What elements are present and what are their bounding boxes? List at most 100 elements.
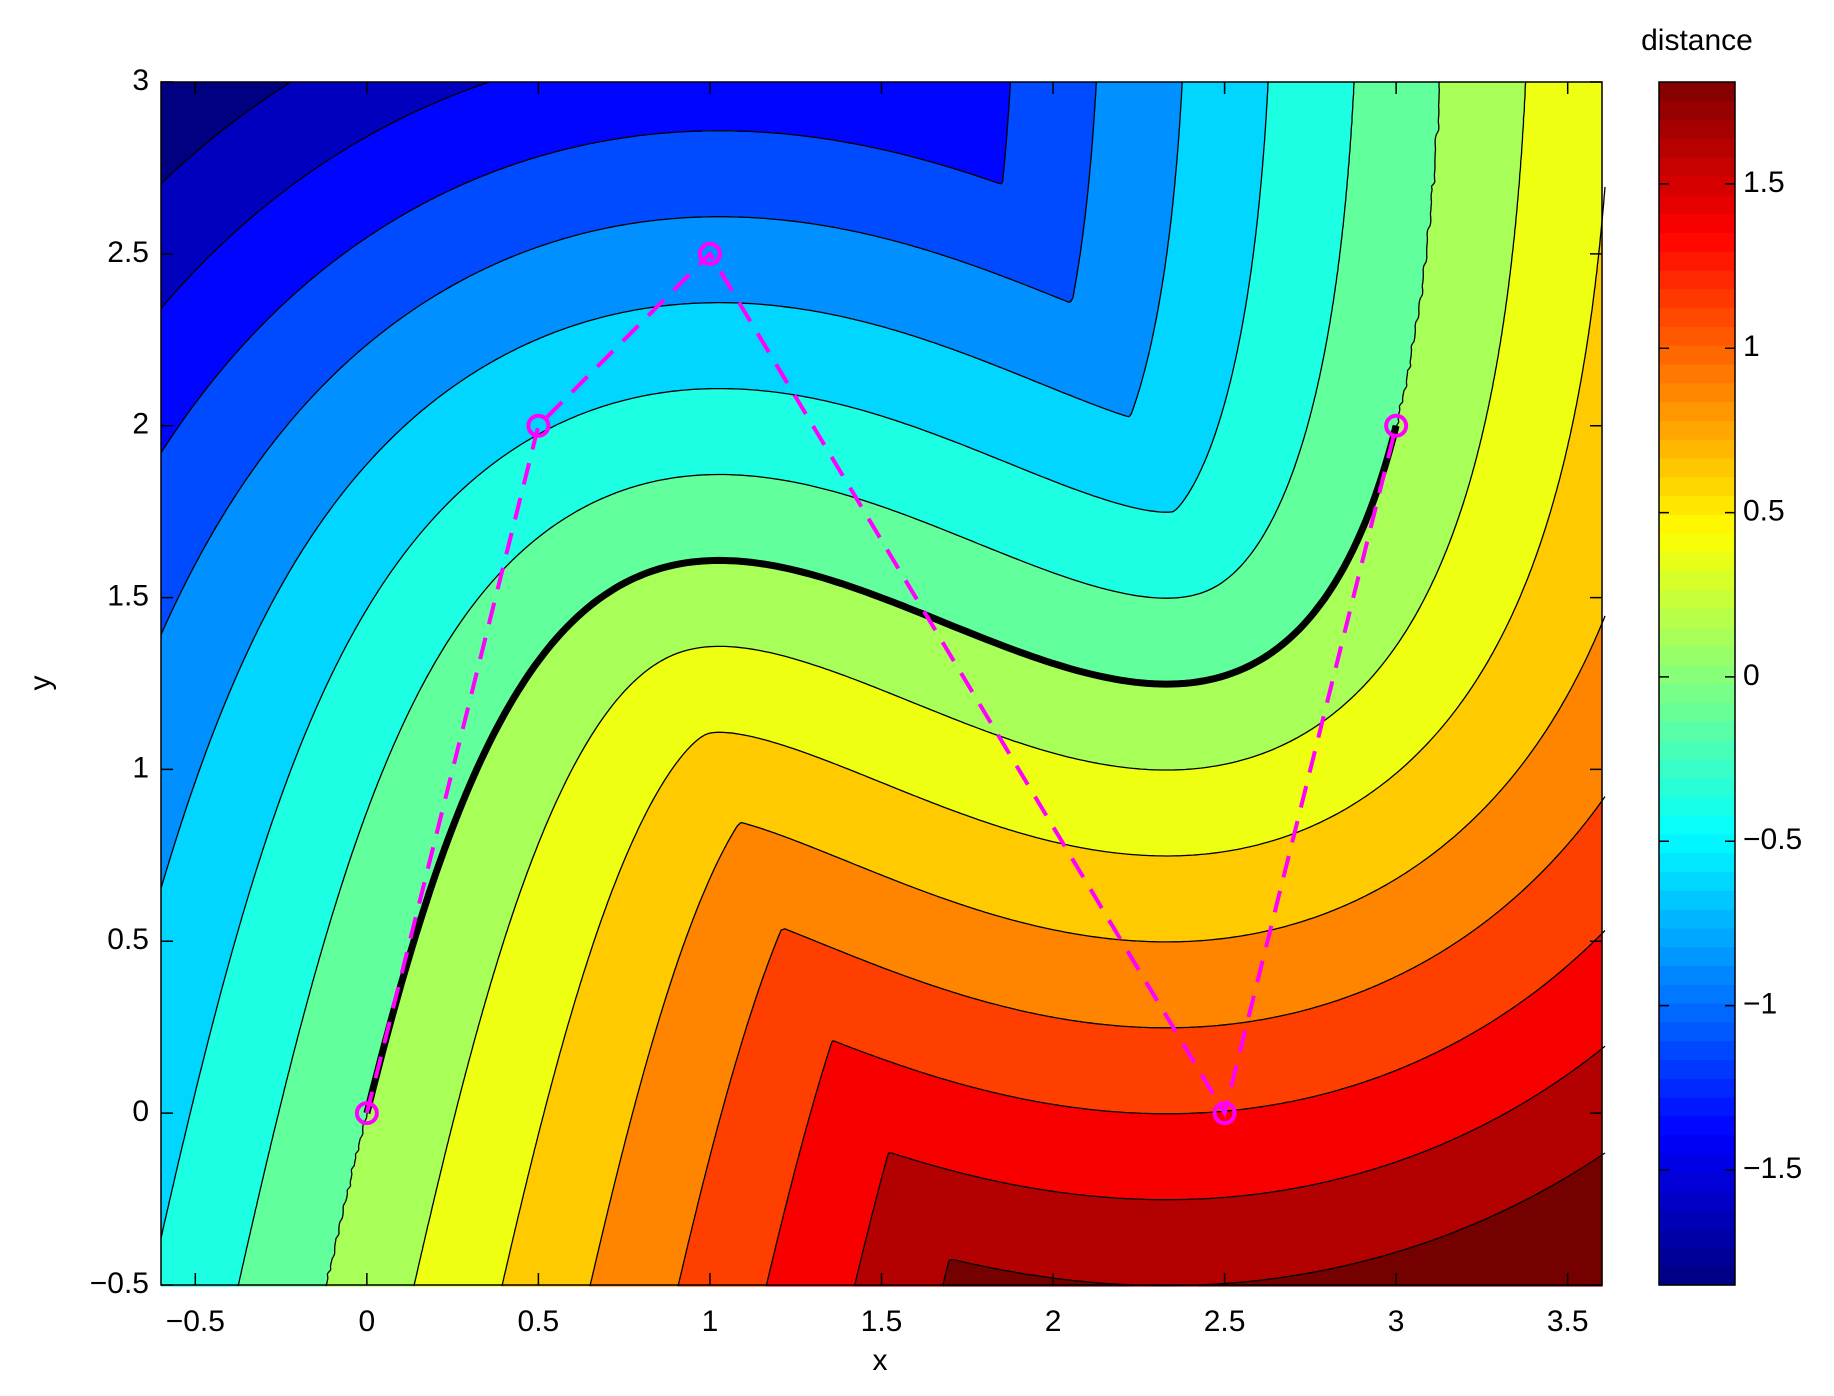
contour-band	[315, 974, 405, 977]
contour-band	[690, 746, 789, 749]
contour-band	[1461, 938, 1597, 941]
contour-band	[1090, 164, 1178, 167]
contour-band	[1543, 870, 1603, 873]
contour-band	[345, 874, 436, 877]
contour-band	[255, 636, 352, 639]
contour-band	[1003, 176, 1090, 179]
contour-band	[1352, 548, 1448, 551]
contour-band	[1585, 822, 1603, 825]
contour-band	[649, 806, 945, 809]
contour-band	[323, 944, 414, 947]
contour-band	[1594, 290, 1603, 293]
contour-band	[1010, 94, 1097, 97]
contour-band	[1387, 462, 1476, 465]
contour-band	[161, 372, 220, 375]
contour-band	[417, 306, 655, 309]
contour-band	[834, 402, 1091, 405]
contour-band	[312, 534, 420, 537]
contour-band	[1222, 412, 1312, 415]
contour-band	[414, 700, 513, 703]
contour-band	[388, 758, 482, 761]
contour-band	[161, 586, 184, 589]
contour-band	[1162, 282, 1250, 285]
contour-band	[1097, 586, 1216, 589]
contour-band	[1552, 504, 1603, 507]
contour-band	[593, 732, 712, 735]
contour-band	[161, 282, 184, 285]
contour-band	[999, 274, 1078, 277]
contour-band	[1419, 964, 1569, 967]
contour-band	[1096, 88, 1183, 91]
contour-band	[470, 374, 1020, 377]
contour-band	[1579, 392, 1603, 395]
contour-band	[994, 272, 1078, 275]
contour-band	[432, 882, 524, 885]
contour-band	[1387, 456, 1478, 459]
contour-band	[255, 874, 346, 877]
contour-band	[380, 228, 603, 231]
contour-band	[389, 574, 499, 577]
contour-band	[1015, 280, 1077, 283]
contour-band	[1561, 474, 1603, 477]
contour-band	[1250, 274, 1338, 277]
contour-band	[161, 574, 191, 577]
contour-band	[584, 972, 675, 975]
contour-band	[1276, 512, 1369, 515]
contour-band	[208, 746, 301, 749]
contour-band	[241, 666, 336, 669]
contour-band	[874, 686, 1364, 689]
contour-band	[1078, 266, 1166, 269]
contour-band	[161, 886, 252, 889]
contour-band	[161, 790, 193, 793]
contour-band	[335, 906, 424, 909]
contour-band	[314, 712, 409, 715]
contour-band	[340, 890, 431, 893]
contour-band	[1350, 142, 1436, 145]
contour-band	[316, 528, 425, 531]
contour-band	[1240, 566, 1345, 569]
contour-band	[1218, 426, 1308, 429]
contour-band	[314, 276, 469, 279]
contour-band	[1419, 308, 1506, 311]
contour-band	[464, 378, 1030, 381]
contour-band	[688, 748, 795, 751]
contour-band	[331, 508, 443, 511]
contour-band	[1039, 748, 1275, 751]
contour-band	[1316, 390, 1405, 393]
contour-band	[161, 498, 234, 501]
contour-band	[161, 174, 171, 177]
contour-band	[1267, 100, 1354, 103]
contour-band	[1516, 218, 1603, 221]
contour-band	[569, 624, 951, 627]
contour-band	[1266, 116, 1353, 119]
contour-band	[372, 458, 501, 461]
contour-band	[1556, 490, 1603, 493]
contour-band	[229, 236, 369, 239]
contour-band	[259, 860, 350, 863]
contour-band	[461, 490, 622, 493]
contour-band	[1310, 826, 1466, 829]
contour-band	[175, 604, 272, 607]
contour-band	[1388, 452, 1479, 455]
contour-band	[595, 318, 854, 321]
contour-band	[1415, 332, 1503, 335]
contour-band	[1257, 220, 1345, 223]
contour-band	[310, 398, 437, 401]
contour-band	[161, 856, 172, 859]
contour-band	[998, 458, 1207, 461]
contour-band	[782, 744, 1027, 747]
contour-band	[1072, 300, 1161, 303]
contour-band	[1431, 210, 1518, 213]
contour-band	[291, 768, 384, 771]
contour-band	[362, 616, 465, 619]
contour-band	[1246, 758, 1413, 761]
contour-band	[632, 842, 728, 845]
contour-band	[1509, 620, 1603, 623]
contour-band	[161, 128, 225, 131]
contour-band	[1558, 710, 1603, 713]
contour-band	[319, 388, 451, 391]
contour-band	[1403, 634, 1503, 637]
contour-band	[260, 856, 352, 859]
contour-band	[194, 566, 293, 569]
contour-band	[1359, 534, 1453, 537]
